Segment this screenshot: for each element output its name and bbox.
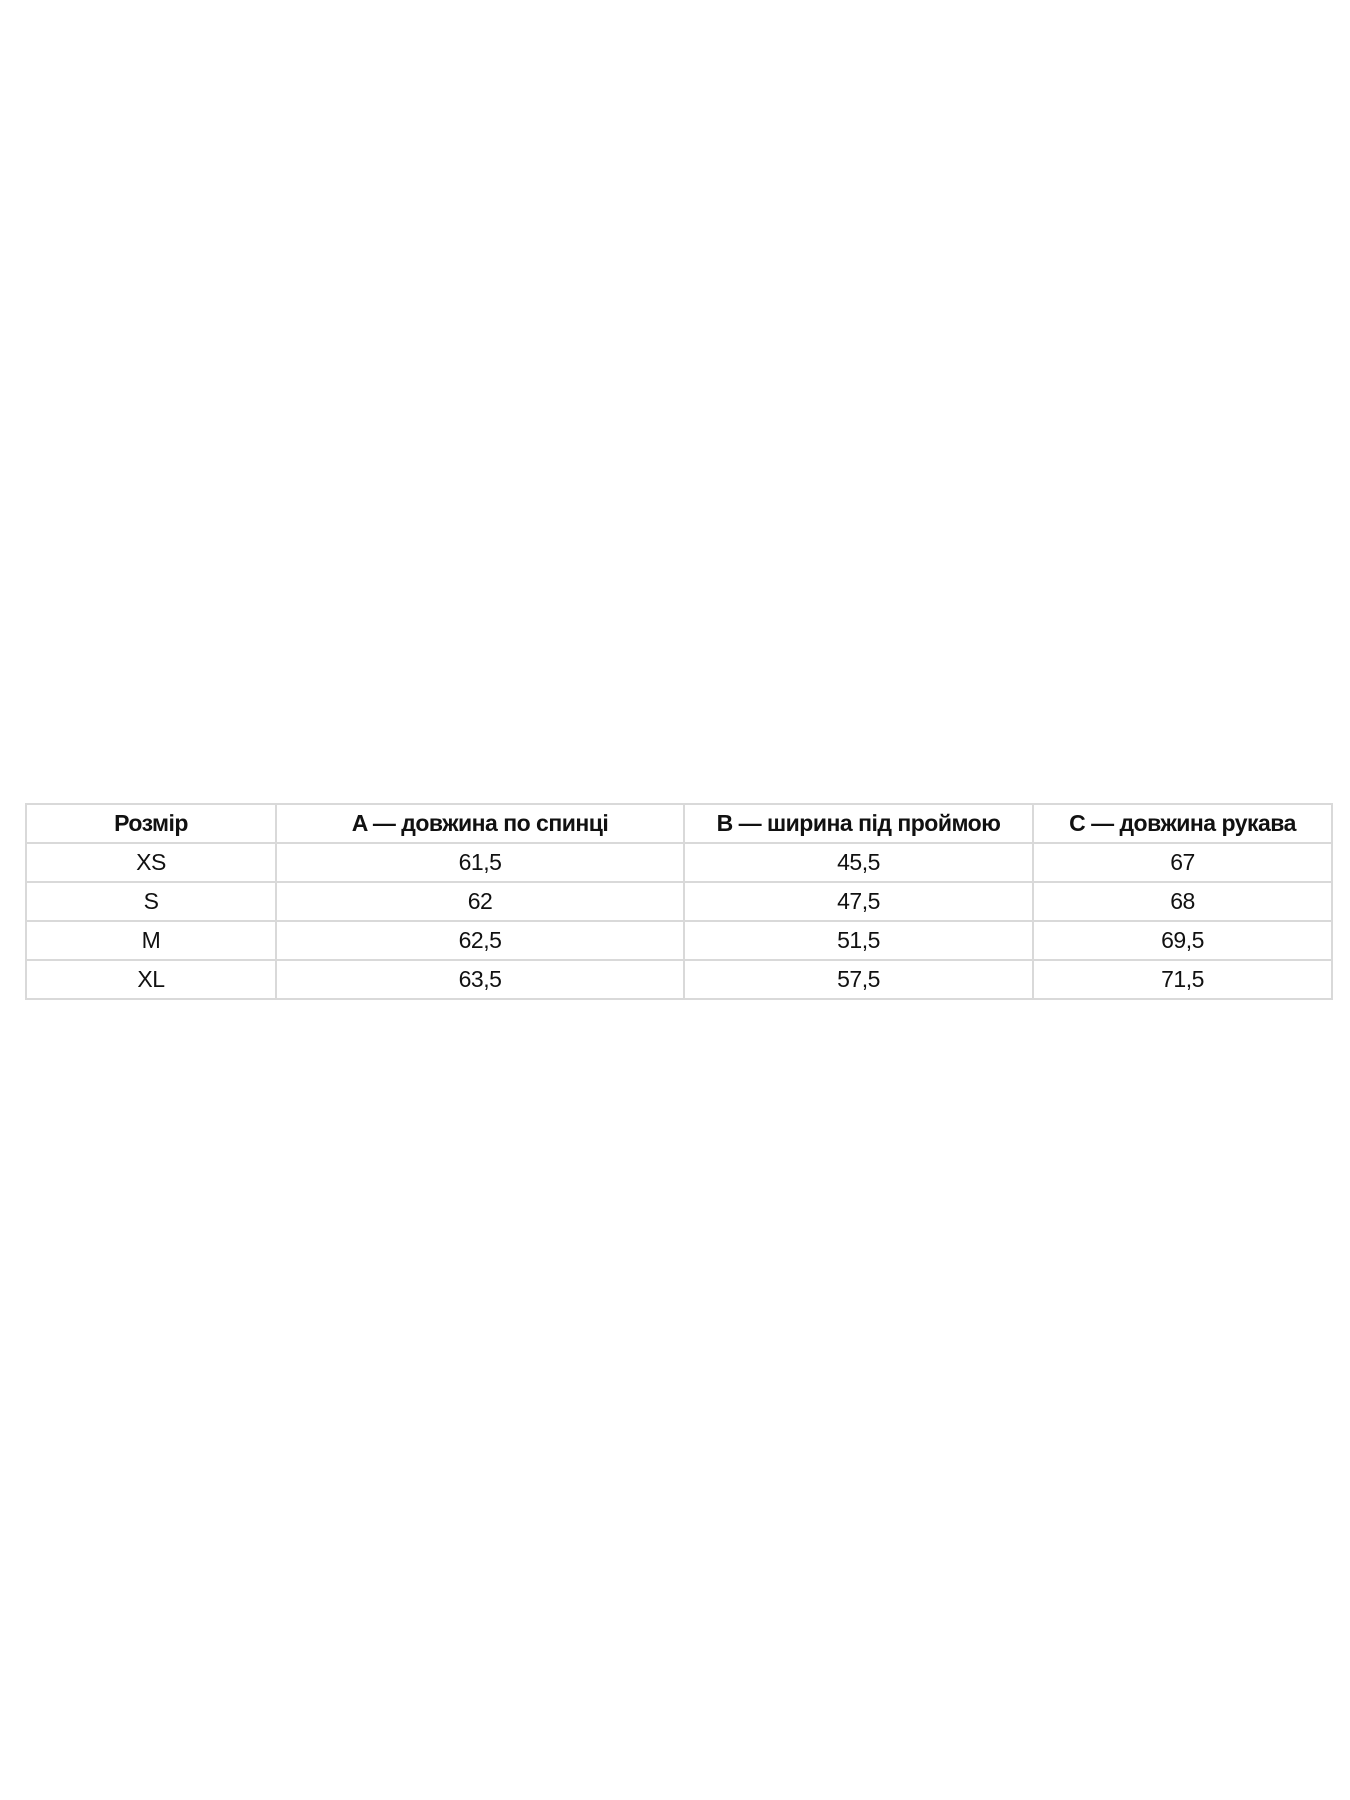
table-row: M 62,5 51,5 69,5 [25, 920, 1333, 961]
cell-size: XS [25, 842, 277, 883]
size-chart-table: Розмір A — довжина по спинці B — ширина … [25, 803, 1333, 1000]
cell-back-length: 62 [275, 881, 685, 922]
header-sleeve-length: C — довжина рукава [1032, 803, 1333, 844]
table-row: S 62 47,5 68 [25, 881, 1333, 922]
header-row: Розмір A — довжина по спинці B — ширина … [25, 803, 1333, 844]
cell-sleeve-length: 69,5 [1032, 920, 1333, 961]
cell-armhole-width: 57,5 [683, 959, 1034, 1000]
cell-sleeve-length: 67 [1032, 842, 1333, 883]
cell-size: M [25, 920, 277, 961]
cell-sleeve-length: 68 [1032, 881, 1333, 922]
table-row: XS 61,5 45,5 67 [25, 842, 1333, 883]
table-row: XL 63,5 57,5 71,5 [25, 959, 1333, 1000]
header-back-length: A — довжина по спинці [275, 803, 685, 844]
cell-back-length: 61,5 [275, 842, 685, 883]
cell-armhole-width: 47,5 [683, 881, 1034, 922]
cell-armhole-width: 51,5 [683, 920, 1034, 961]
header-size: Розмір [25, 803, 277, 844]
cell-size: S [25, 881, 277, 922]
cell-sleeve-length: 71,5 [1032, 959, 1333, 1000]
header-armhole-width: B — ширина під проймою [683, 803, 1034, 844]
cell-back-length: 63,5 [275, 959, 685, 1000]
cell-armhole-width: 45,5 [683, 842, 1034, 883]
cell-size: XL [25, 959, 277, 1000]
cell-back-length: 62,5 [275, 920, 685, 961]
